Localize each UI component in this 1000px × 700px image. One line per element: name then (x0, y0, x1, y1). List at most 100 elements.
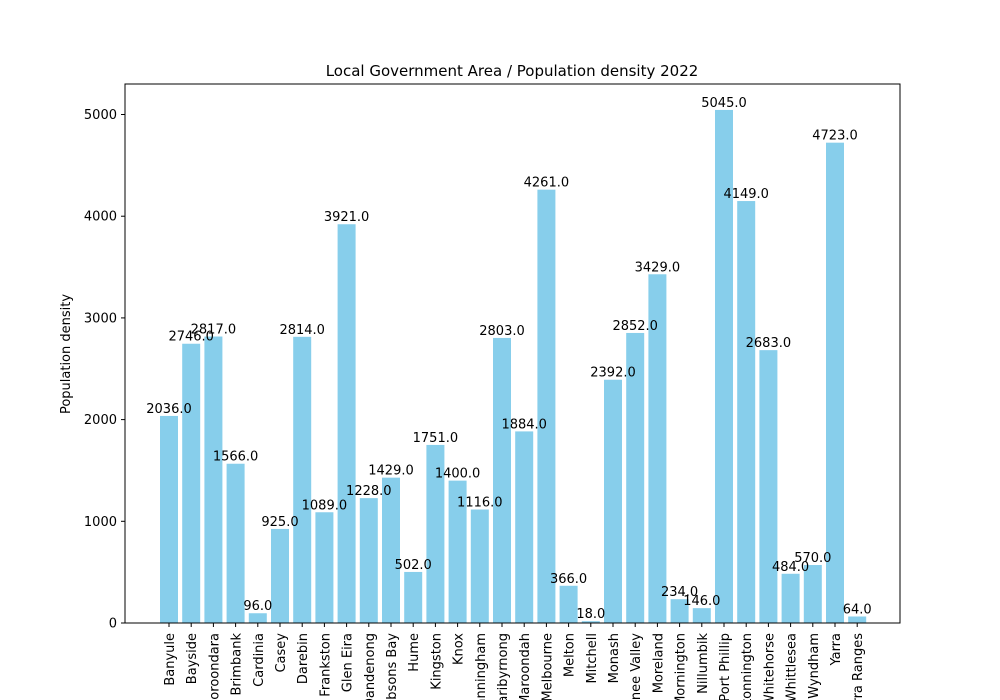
y-tick-label: 3000 (84, 311, 117, 326)
bar (803, 565, 822, 623)
bar (537, 189, 556, 623)
bar (759, 350, 778, 623)
bar (204, 336, 223, 623)
bar (293, 336, 312, 623)
y-tick-label: 4000 (84, 210, 117, 225)
bar (337, 224, 356, 624)
bar-value-label: 366.0 (550, 572, 587, 587)
bar (404, 571, 423, 623)
bar (248, 613, 267, 623)
bar-value-label: 64.0 (843, 602, 872, 617)
x-tick-label: Knox (452, 633, 467, 665)
x-tick-label: Casey (274, 633, 289, 673)
x-tick-label: Maroondah (518, 633, 533, 700)
x-tick-label: Kingston (429, 633, 444, 690)
bar-value-label: 2036.0 (146, 402, 192, 417)
bar-value-label: 502.0 (395, 558, 432, 573)
x-tick-label: Banyule (163, 633, 178, 686)
bar (315, 512, 334, 623)
bar (692, 608, 711, 623)
x-tick-label: Whittlesea (785, 633, 800, 700)
x-axis: Banyule Bayside Boroondara Brimbank Cardinia… (163, 623, 866, 700)
x-tick-label: Darebin (296, 633, 311, 684)
bar-value-label: 570.0 (794, 551, 831, 566)
x-tick-label: Hume (407, 633, 422, 672)
bar (826, 142, 844, 623)
bar-value-label: 1429.0 (368, 464, 414, 479)
bar-value-label: 484.0 (772, 560, 809, 575)
x-tick-label: Monash (607, 633, 622, 683)
x-tick-label: Mornington (674, 633, 689, 700)
y-tick-label: 2000 (84, 413, 117, 428)
bar (226, 463, 245, 623)
bar-value-label: 1089.0 (302, 498, 348, 513)
bar (493, 337, 511, 623)
x-tick-label: Greater Dandenong (363, 633, 378, 700)
bar-value-label: 4261.0 (524, 176, 570, 191)
bar (737, 201, 756, 624)
y-tick-label: 0 (109, 617, 117, 632)
x-tick-label: Nillumbik (696, 633, 711, 694)
bar-value-label: 2803.0 (479, 324, 525, 339)
bar (781, 573, 800, 623)
bar (426, 444, 445, 623)
x-tick-label: Brimbank (230, 633, 245, 696)
x-tick-label: Melbourne (540, 633, 555, 700)
x-tick-label: Cardinia (252, 633, 267, 687)
x-tick-label: Melton (563, 633, 578, 677)
y-tick-label: 1000 (84, 515, 117, 530)
bar (715, 109, 733, 624)
x-tick-label: Moonee Valley (629, 633, 644, 700)
y-axis-label: Population density (59, 294, 74, 414)
bar-value-label: 18.0 (576, 607, 605, 622)
bar-value-label: 1751.0 (413, 431, 459, 446)
bar-value-label: 5045.0 (701, 96, 747, 111)
bar-value-label: 3921.0 (324, 210, 370, 225)
x-tick-label: Whitehorse (762, 633, 777, 700)
bar (271, 528, 289, 623)
x-tick-label: Manningham (474, 633, 489, 700)
bar (670, 599, 689, 623)
bar-value-label: 3429.0 (635, 260, 681, 275)
bar (382, 477, 400, 623)
bar-value-label: 4723.0 (812, 129, 858, 144)
x-tick-label: Frankston (318, 633, 333, 697)
bar (515, 431, 534, 623)
bar-value-label: 1400.0 (435, 467, 481, 482)
x-tick-label: Yarra Ranges (851, 633, 866, 700)
bar-value-label: 4149.0 (723, 187, 769, 202)
bar-value-label: 96.0 (243, 599, 272, 614)
x-tick-label: Bayside (185, 633, 200, 684)
x-tick-label: Glen Eira (341, 633, 356, 692)
bars-group (160, 109, 867, 624)
bar-value-label: 2852.0 (612, 319, 658, 334)
bar-value-label: 234.0 (661, 585, 698, 600)
bar (559, 585, 578, 623)
plot-frame (124, 83, 901, 624)
bar-value-label: 1228.0 (346, 484, 392, 499)
x-tick-label: Yarra (829, 633, 844, 667)
bar (604, 379, 622, 623)
bar (648, 274, 667, 623)
bar (182, 343, 201, 623)
x-tick-label: Moreland (651, 633, 666, 693)
bar (848, 616, 867, 623)
bar-value-label: 2683.0 (746, 336, 792, 351)
bar (359, 498, 378, 623)
y-tick-label: 5000 (84, 108, 117, 123)
bar (581, 621, 600, 623)
bar-value-label: 1566.0 (213, 450, 259, 465)
bar (626, 332, 645, 623)
bar-value-label: 2392.0 (590, 366, 636, 381)
bar (448, 480, 467, 623)
x-tick-label: Maribyrnong (496, 633, 511, 700)
x-tick-label: Wyndham (807, 633, 822, 699)
bar-value-label: 1884.0 (501, 417, 547, 432)
chart-title: Local Government Area / Population densi… (326, 62, 699, 80)
x-tick-label: Mitchell (585, 633, 600, 684)
bar-value-label: 1116.0 (457, 496, 503, 511)
bar-value-label: 2746.0 (168, 330, 214, 345)
y-axis: 0 1000 2000 3000 4000 5000 (84, 108, 125, 632)
bar (470, 509, 489, 623)
x-tick-label: Hobsons Bay (385, 633, 400, 700)
